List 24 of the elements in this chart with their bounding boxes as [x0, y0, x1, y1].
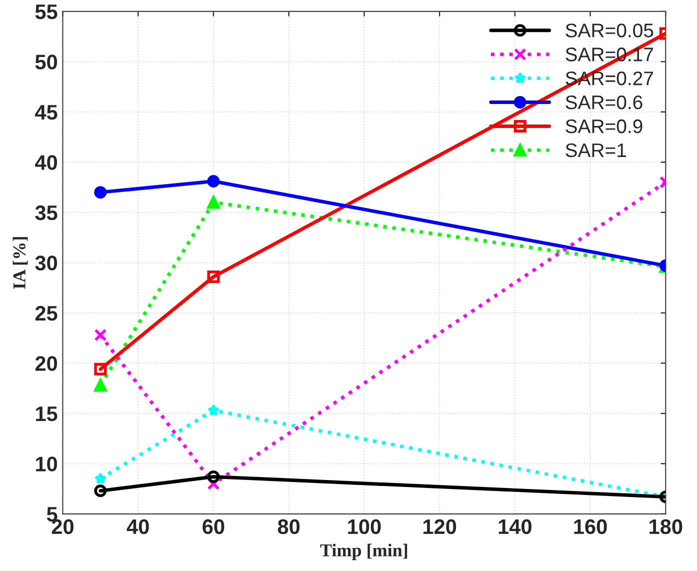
legend-label: SAR=1 [566, 143, 626, 158]
y-tick-label: 40 [35, 155, 58, 170]
x-tick-label: 160 [574, 519, 607, 534]
x-tick-label: 80 [278, 519, 300, 534]
x-tick-label: 40 [126, 519, 149, 534]
y-axis-title: IA [%] [12, 237, 28, 289]
x-tick-label: 60 [202, 519, 224, 534]
y-tick-label: 15 [36, 406, 58, 422]
legend-label: SAR=0.6 [566, 95, 642, 110]
y-tick-label: 45 [35, 105, 58, 120]
x-tick-label: 140 [498, 519, 532, 534]
y-tick-label: 30 [35, 256, 58, 270]
y-tick-label: 55 [35, 4, 58, 20]
x-tick-label: 120 [423, 519, 456, 534]
y-tick-label: 20 [35, 356, 58, 371]
x-axis-title: Timp [min] [320, 544, 408, 560]
y-tick-label: 10 [36, 456, 58, 472]
y-tick-label: 35 [35, 205, 58, 220]
y-tick-label: 25 [35, 306, 58, 321]
legend-label: SAR=0.05 [566, 24, 654, 38]
y-tick-label: 50 [35, 54, 58, 70]
x-tick-label: 180 [650, 519, 682, 534]
x-tick-label: 100 [348, 519, 381, 534]
legend-label: SAR=0.9 [566, 119, 642, 134]
